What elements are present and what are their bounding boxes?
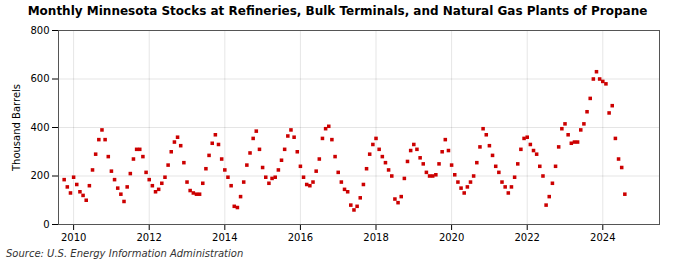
svg-text:2018: 2018 (363, 232, 388, 243)
svg-text:0: 0 (43, 219, 49, 230)
svg-text:200: 200 (30, 170, 49, 181)
html-text:Source: U.S. Energy Informatio: Source: U.S. Energy Information Administ… (6, 248, 244, 259)
svg-text:2010: 2010 (61, 232, 86, 243)
svg-text:2024: 2024 (590, 232, 615, 243)
svg-text:2020: 2020 (439, 232, 464, 243)
svg-text:2016: 2016 (288, 232, 313, 243)
svg-text:400: 400 (30, 122, 49, 133)
html-text:Monthly Minnesota Stocks at Re: Monthly Minnesota Stocks at Refineries, … (27, 4, 648, 18)
svg-text:2014: 2014 (212, 232, 237, 243)
svg-text:2022: 2022 (514, 232, 539, 243)
svg-text:Thousand Barrels: Thousand Barrels (11, 84, 22, 172)
svg-text:2012: 2012 (136, 232, 161, 243)
svg-text:800: 800 (30, 25, 49, 36)
svg-text:600: 600 (30, 73, 49, 84)
